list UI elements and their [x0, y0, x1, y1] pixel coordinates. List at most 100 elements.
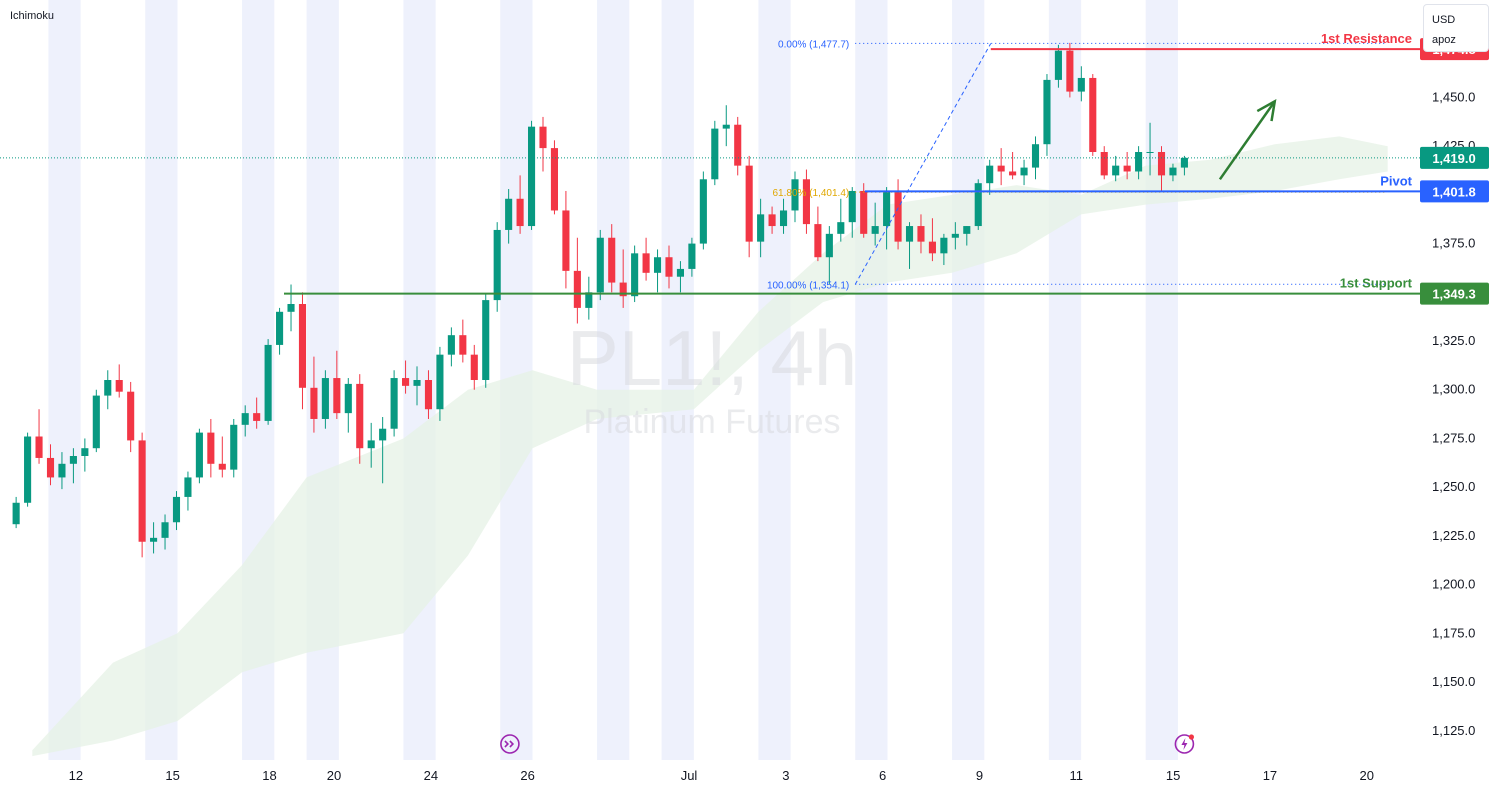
candle-body — [802, 179, 810, 225]
candle-body — [1066, 50, 1074, 92]
candle-body — [768, 214, 776, 227]
candle-body — [1123, 165, 1131, 172]
y-tick-label: 1,150.0 — [1432, 674, 1475, 689]
candle — [104, 370, 112, 410]
y-tick-label: 1,275.0 — [1432, 430, 1475, 445]
candle-body — [333, 378, 341, 414]
candle — [825, 226, 833, 285]
candle-body — [470, 354, 478, 380]
candle-body — [161, 522, 169, 538]
candle — [127, 381, 135, 453]
candle-body — [585, 292, 593, 308]
candle-body — [138, 440, 146, 542]
candle-body — [424, 380, 433, 410]
candle-body — [81, 448, 89, 456]
candle — [837, 198, 845, 242]
candle — [230, 418, 238, 478]
candle — [1089, 74, 1097, 156]
x-tick-label: 20 — [327, 768, 341, 783]
session-band — [145, 0, 178, 760]
candle-body — [127, 391, 135, 441]
candle — [688, 237, 696, 277]
candle-body — [688, 243, 696, 269]
candle-body — [745, 165, 753, 242]
candle — [516, 175, 524, 234]
candle — [184, 471, 192, 511]
candle-body — [860, 190, 868, 234]
candle-body — [218, 463, 226, 470]
candle — [1066, 42, 1074, 98]
candle-body — [779, 210, 788, 227]
candle — [905, 222, 914, 269]
level-name: 1st Resistance — [1321, 31, 1412, 46]
candle-body — [986, 165, 994, 184]
candle-body — [1009, 171, 1017, 176]
candle-body — [883, 190, 891, 227]
candle-body — [619, 282, 627, 297]
current-price-tag-bg — [1420, 146, 1489, 169]
candle-body — [276, 311, 284, 345]
candle — [1169, 163, 1177, 182]
candle-body — [917, 226, 925, 242]
candle-body — [356, 383, 364, 449]
candle — [951, 222, 959, 250]
candle-body — [150, 537, 158, 542]
price-tag: 1,349.3 — [1420, 282, 1489, 305]
candle-body — [35, 436, 43, 458]
candle-body — [1180, 157, 1188, 168]
candle — [779, 198, 788, 234]
candle-body — [814, 224, 822, 258]
candle-body — [195, 432, 203, 478]
candle — [734, 116, 742, 176]
candle — [653, 249, 662, 293]
candle — [241, 405, 249, 437]
flash-icon-ring — [1174, 734, 1195, 754]
trend-arrow-shaft — [1218, 100, 1276, 181]
flash-icon[interactable] — [1174, 734, 1195, 754]
replay-icon[interactable] — [500, 734, 520, 754]
fib-level-label: 100.00% (1,354.1) — [767, 280, 849, 291]
session-band — [855, 0, 888, 760]
current-price-tag-text: 1,419.0 — [1432, 151, 1475, 166]
replay-arrows — [504, 740, 515, 748]
candle — [35, 409, 43, 464]
candle-body — [871, 226, 879, 234]
price-tag-text: 1,401.8 — [1432, 184, 1475, 199]
x-tick-label: 12 — [69, 768, 83, 783]
candle-body — [1112, 165, 1120, 176]
session-band — [661, 0, 694, 760]
currency-selector[interactable]: USD apoz — [1423, 4, 1489, 52]
price-tag-bg — [1420, 282, 1489, 305]
flash-bolt — [1181, 738, 1188, 750]
indicator-label[interactable]: Ichimoku — [10, 10, 55, 22]
ichimoku-cloud — [32, 136, 1388, 757]
candle — [539, 116, 547, 172]
candle — [848, 187, 856, 238]
candle — [1112, 155, 1120, 182]
candle-body — [12, 502, 20, 525]
candle — [917, 214, 925, 254]
candle-body — [928, 241, 936, 254]
watermark-name: Platinum Futures — [584, 403, 841, 441]
candle-body — [1089, 77, 1097, 152]
candle-body — [631, 253, 639, 297]
candle — [413, 366, 421, 406]
candle — [528, 120, 536, 230]
candle — [997, 148, 1005, 186]
candle — [1009, 152, 1017, 180]
candle — [883, 187, 891, 250]
candle-body — [1169, 167, 1177, 176]
candle — [699, 171, 707, 250]
candle — [871, 202, 879, 246]
candle — [1100, 146, 1108, 180]
candle — [757, 198, 765, 258]
candle — [150, 522, 158, 554]
candle — [745, 155, 753, 258]
y-tick-label: 1,175.0 — [1432, 625, 1475, 640]
session-band — [758, 0, 791, 760]
x-tick-label: 6 — [879, 768, 886, 783]
x-tick-label: 17 — [1263, 768, 1277, 783]
